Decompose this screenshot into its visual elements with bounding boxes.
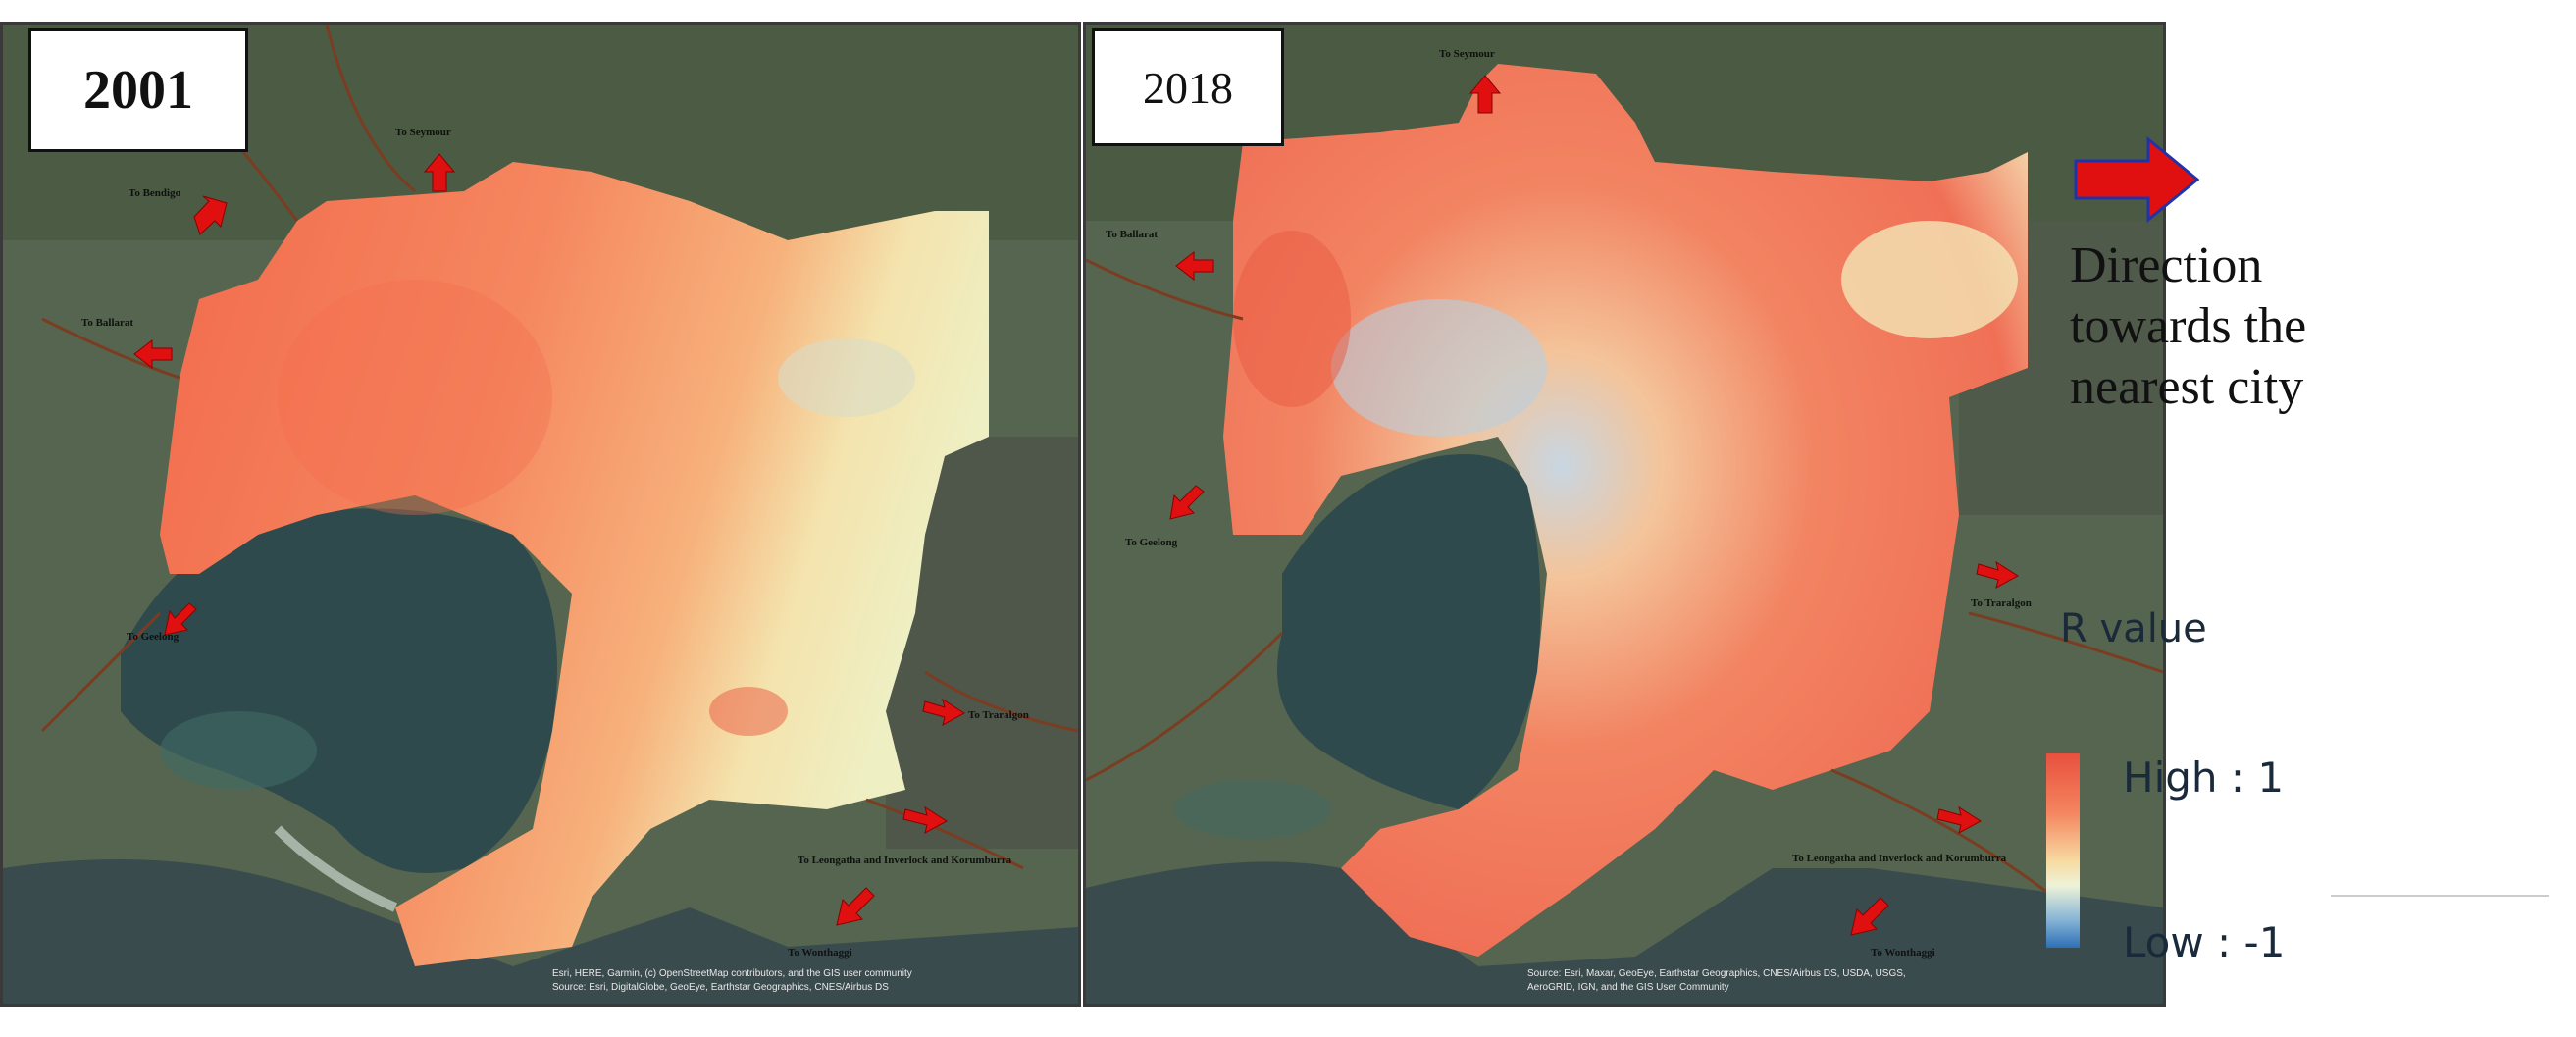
arrow-icon-geelong (164, 602, 197, 636)
place-label: To Wonthaggi (1871, 947, 1935, 959)
legend-high-label: High : 1 (2123, 753, 2285, 802)
arrow-icon-ballarat (1175, 250, 1214, 282)
place-label: To Traralgon (968, 709, 1029, 721)
place-label: To Traralgon (1971, 597, 2032, 609)
arrow-icon-ballarat (133, 338, 173, 370)
arrow-icon-seymour (423, 153, 456, 192)
legend-title: R value (2060, 606, 2207, 651)
arrow-icon-wonthaggi (1850, 897, 1889, 936)
arrow-icon-seymour (1468, 75, 1502, 114)
arrow-icon-traralgon (922, 698, 965, 726)
map-panel-2001: 2001 To Seymour To Bendigo To Ballarat T… (0, 22, 1081, 1007)
place-label: To Seymour (395, 127, 451, 138)
legend-low-label: Low : -1 (2123, 918, 2286, 966)
arrow-icon-leongatha (1936, 805, 1982, 834)
year-label: 2001 (28, 28, 248, 152)
arrow-icon-bendigo (193, 195, 228, 235)
arrow-icon-traralgon (1976, 560, 2019, 589)
map-canvas-2018 (1086, 25, 2163, 1004)
divider (2331, 895, 2549, 897)
place-label: To Geelong (1125, 537, 1178, 548)
direction-arrow-icon (2074, 135, 2200, 224)
place-label: To Seymour (1439, 48, 1495, 60)
map-canvas-2001 (3, 25, 1078, 1004)
attribution-text: Source: Esri, Maxar, GeoEye, Earthstar G… (1527, 968, 1906, 979)
map-panel-2018: 2018 To Seymour To Ballarat To Geelong T… (1083, 22, 2166, 1007)
arrow-icon-leongatha (902, 805, 948, 834)
place-label: To Ballarat (81, 317, 134, 329)
attribution-text: Source: Esri, DigitalGlobe, GeoEye, Eart… (552, 982, 889, 993)
color-ramp (2046, 753, 2080, 948)
place-label: To Leongatha and Inverlock and Korumburr… (1792, 853, 2007, 864)
direction-legend-label: Direction towards the nearest city (2070, 237, 2307, 415)
attribution-text: AeroGRID, IGN, and the GIS User Communit… (1527, 982, 1729, 993)
place-label: To Wonthaggi (788, 947, 852, 959)
year-label: 2018 (1092, 28, 1284, 146)
arrow-icon-geelong (1169, 485, 1205, 520)
place-label: To Ballarat (1106, 229, 1159, 240)
place-label: To Bendigo (129, 187, 181, 199)
place-label: To Geelong (127, 631, 180, 643)
arrow-icon-wonthaggi (836, 887, 875, 926)
place-label: To Leongatha and Inverlock and Korumburr… (798, 855, 1012, 866)
attribution-text: Esri, HERE, Garmin, (c) OpenStreetMap co… (552, 968, 912, 979)
